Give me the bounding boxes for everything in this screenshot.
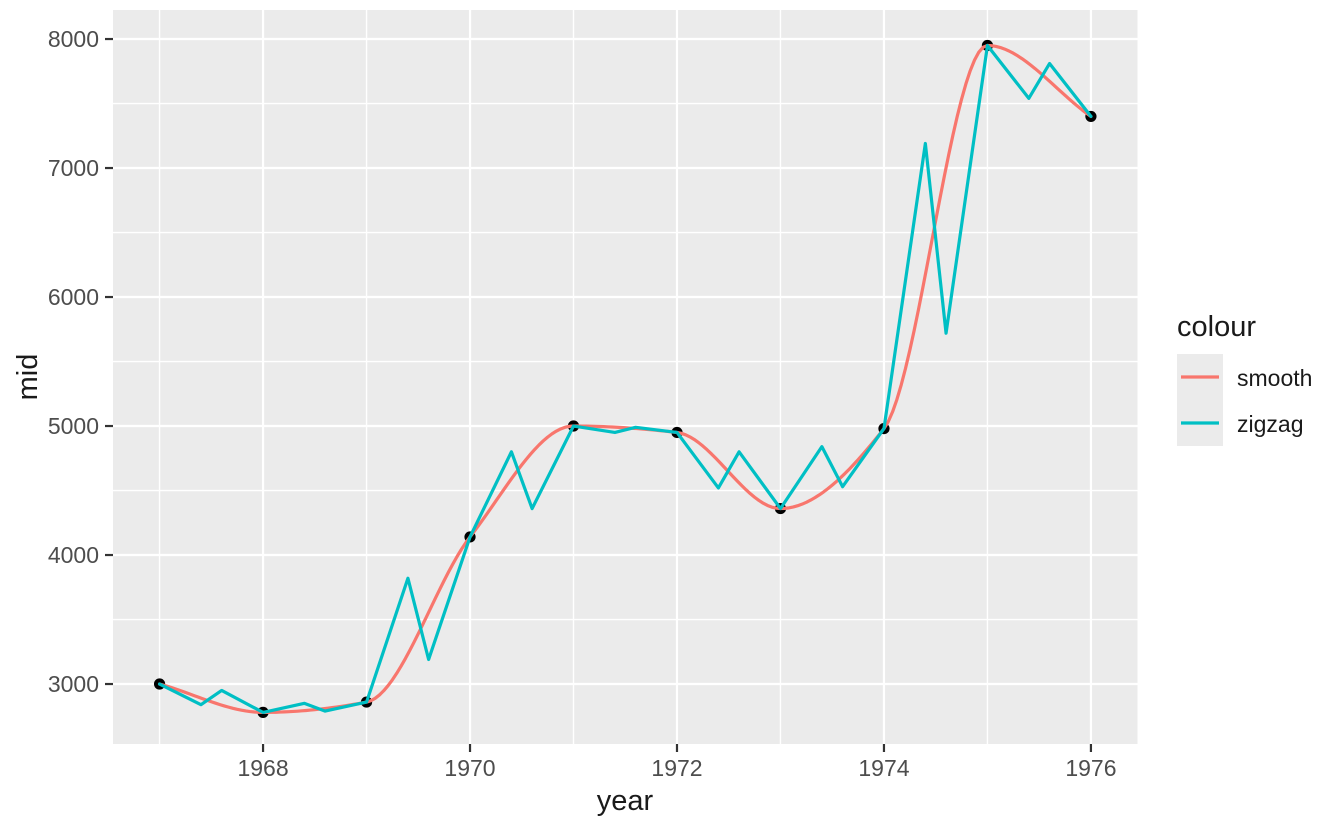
- y-tick-label: 8000: [48, 26, 99, 52]
- plot-area: 1968 1970 1972 1974 1976 3000 4000 5000 6000 7000…: [48, 10, 1138, 781]
- y-tick-label: 7000: [48, 155, 99, 181]
- x-tick-label: 1970: [444, 755, 495, 781]
- x-tick-label: 1976: [1065, 755, 1116, 781]
- zigzag-line: [157, 43, 1093, 714]
- legend-label-smooth: smooth: [1237, 365, 1312, 391]
- x-tick-label: 1974: [858, 755, 909, 781]
- y-tick-label: 6000: [48, 284, 99, 310]
- smooth-line: [157, 43, 1093, 714]
- y-axis-title: mid: [12, 354, 44, 401]
- y-tick-label: 4000: [48, 542, 99, 568]
- x-axis-title: year: [597, 785, 654, 817]
- x-tick-label: 1972: [651, 755, 702, 781]
- x-tick-label: 1968: [237, 755, 288, 781]
- legend-title: colour: [1177, 311, 1256, 343]
- legend: colour smooth zigzag: [1177, 311, 1312, 446]
- y-tick-label: 3000: [48, 671, 99, 697]
- legend-label-zigzag: zigzag: [1237, 411, 1303, 437]
- plot-panel-background: [113, 10, 1138, 744]
- y-tick-label: 5000: [48, 413, 99, 439]
